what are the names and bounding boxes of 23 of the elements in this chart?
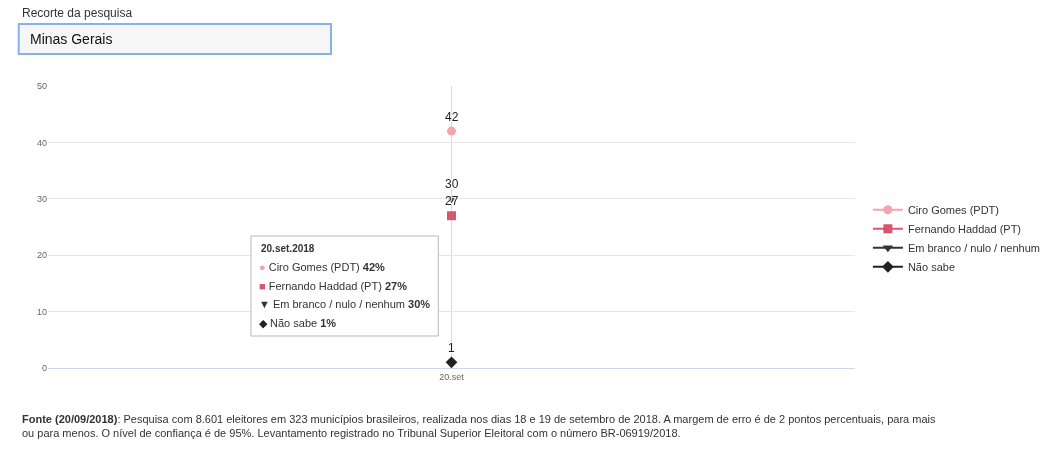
legend-label: Em branco / nulo / nenhum	[907, 242, 1040, 255]
data-label: 30	[445, 177, 459, 191]
x-tick-label: 20.set	[439, 371, 465, 382]
legend-label: Fernando Haddad (PT)	[907, 223, 1022, 236]
data-label: 1	[448, 341, 455, 355]
y-tick-label: 0	[41, 363, 47, 374]
y-tick-label: 30	[36, 193, 47, 204]
y-tick-label: 10	[36, 306, 47, 317]
annotation: 20.set.2018	[261, 243, 315, 254]
data-label: 27	[445, 194, 459, 208]
y-tick-label: 50	[36, 81, 47, 92]
annotation: ◆ Não sabe 1%	[259, 317, 337, 329]
text: Recorte da pesquisa	[22, 6, 133, 20]
legend-label: Ciro Gomes (PDT)	[907, 204, 999, 217]
y-tick-label: 20	[36, 250, 47, 261]
y-tick-label: 40	[36, 137, 47, 148]
annotation: ▼ Em branco / nulo / nenhum 30%	[259, 298, 431, 310]
data-label: 42	[445, 110, 459, 124]
annotation: ■ Fernando Haddad (PT) 27%	[259, 280, 408, 292]
legend-label: Não sabe	[907, 261, 956, 274]
source-note: Fonte (20/09/2018): Pesquisa com 8.601 eleitores em 323 municípios brasileiros, realizada nos dias 18 e 19 de setembro de 2018. A margem de erro é de 2 pontos percentuais, para mais ou para menos. O nível de confiança é de 95%. Levantamento registrado no Tribunal Superior Eleitoral com o número BR-06919/2018.	[22, 413, 937, 440]
annotation: ● Ciro Gomes (PDT) 42%	[259, 261, 386, 273]
text: Minas Gerais	[30, 31, 113, 47]
